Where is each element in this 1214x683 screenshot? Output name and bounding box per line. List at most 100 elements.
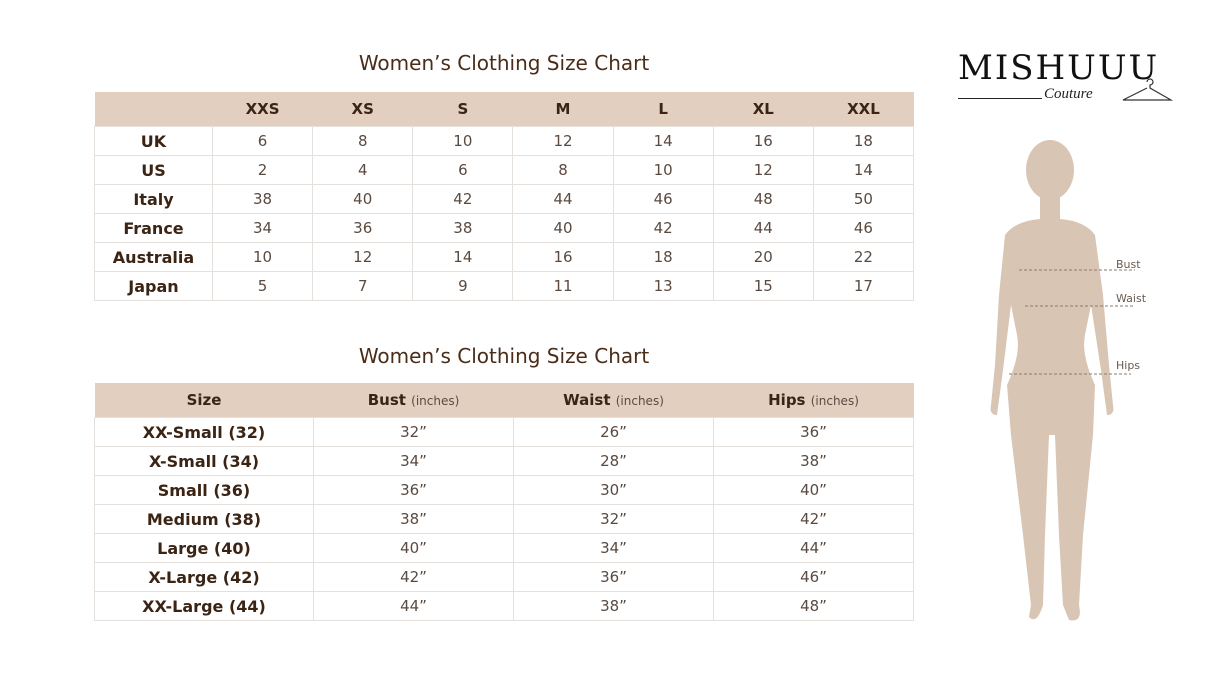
- column-unit: (inches): [810, 394, 859, 408]
- table-cell: 38”: [713, 446, 914, 476]
- table-cell: 7: [312, 271, 414, 301]
- table-cell: 30”: [513, 475, 714, 505]
- table-cell: 8: [512, 155, 614, 185]
- row-label: Large (40): [94, 533, 314, 563]
- column-label: Bust: [367, 391, 406, 409]
- table-row: Japan 5 7 9 11 13 15 17: [94, 271, 915, 301]
- logo-divider: [958, 98, 1042, 99]
- size-conversion-table: XXS XS S M L XL XXL UK 6 8 10 12 14 16 18 US 2 4 6 8 10 12 14 I…: [94, 92, 915, 301]
- row-label: Italy: [94, 184, 213, 214]
- table-cell: 6: [211, 126, 314, 156]
- table-row: XX-Large (44) 44” 38” 48”: [94, 591, 914, 621]
- brand-name: MISHUUU: [958, 48, 1160, 88]
- table-cell: 13: [612, 271, 714, 301]
- female-silhouette-icon: [990, 140, 1135, 621]
- table-cell: 10: [412, 126, 514, 156]
- row-label: XX-Large (44): [94, 591, 314, 621]
- table-row: France 34 36 38 40 42 44 46: [94, 213, 915, 243]
- table-cell: 48”: [713, 591, 914, 621]
- table-cell: 38: [211, 184, 314, 214]
- table-cell: 42: [612, 213, 714, 243]
- measurement-table: Size Bust (inches) Waist (inches) Hips (inc…: [94, 383, 914, 621]
- brand-logo: MISHUUU Couture: [958, 48, 1178, 108]
- table-cell: 44”: [713, 533, 914, 563]
- table-cell: 40: [512, 213, 614, 243]
- table-cell: 14: [612, 126, 714, 156]
- table-cell: 36”: [713, 417, 914, 447]
- column-label: Hips: [768, 391, 806, 409]
- table-cell: 11: [512, 271, 614, 301]
- column-label: Size: [186, 391, 222, 409]
- table-cell: 28”: [513, 446, 714, 476]
- table-cell: 40”: [313, 533, 514, 563]
- table-cell: 36: [312, 213, 414, 243]
- table-cell: 50: [812, 184, 915, 214]
- table-cell: 12: [712, 155, 814, 185]
- table-row: Italy 38 40 42 44 46 48 50: [94, 184, 915, 214]
- body-measurement-figure: Bust Waist Hips: [985, 135, 1160, 634]
- table-cell: 40”: [713, 475, 914, 505]
- row-label: France: [94, 213, 213, 243]
- table-cell: 38”: [513, 591, 714, 621]
- table-cell: 5: [211, 271, 314, 301]
- table-cell: 46: [812, 213, 915, 243]
- table-cell: 18: [612, 242, 714, 272]
- table-cell: 16: [712, 126, 814, 156]
- table-cell: 36”: [513, 562, 714, 592]
- table-cell: 14: [412, 242, 514, 272]
- column-header: S: [412, 92, 513, 127]
- table-cell: 42”: [313, 562, 514, 592]
- table-cell: 44: [512, 184, 614, 214]
- table-cell: 42”: [713, 504, 914, 534]
- table-cell: 15: [712, 271, 814, 301]
- column-header: Hips (inches): [713, 383, 914, 418]
- table-cell: 22: [812, 242, 915, 272]
- table-cell: 44: [712, 213, 814, 243]
- table-cell: 16: [512, 242, 614, 272]
- row-label: Medium (38): [94, 504, 314, 534]
- table-cell: 12: [312, 242, 414, 272]
- table-row: US 2 4 6 8 10 12 14: [94, 155, 915, 185]
- table-cell: 18: [812, 126, 915, 156]
- column-header: XXL: [813, 92, 914, 127]
- table-cell: 10: [612, 155, 714, 185]
- table-cell: 46: [612, 184, 714, 214]
- table-cell: 32”: [513, 504, 714, 534]
- table-cell: 34”: [313, 446, 514, 476]
- row-label: XX-Small (32): [94, 417, 314, 447]
- row-label: X-Large (42): [94, 562, 314, 592]
- table-cell: 44”: [313, 591, 514, 621]
- row-label: Small (36): [94, 475, 314, 505]
- table-cell: 20: [712, 242, 814, 272]
- conversion-table-title: Women’s Clothing Size Chart: [358, 51, 650, 75]
- table-cell: 36”: [313, 475, 514, 505]
- table-cell: 46”: [713, 562, 914, 592]
- table-cell: 9: [412, 271, 514, 301]
- table-cell: 10: [211, 242, 314, 272]
- table-cell: 34: [211, 213, 314, 243]
- column-header: [94, 92, 213, 127]
- table-cell: 34”: [513, 533, 714, 563]
- row-label: UK: [94, 126, 213, 156]
- table-cell: 38”: [313, 504, 514, 534]
- table-cell: 26”: [513, 417, 714, 447]
- column-header: XXS: [212, 92, 313, 127]
- table-row: XX-Small (32) 32” 26” 36”: [94, 417, 914, 447]
- table-row: X-Large (42) 42” 36” 46”: [94, 562, 914, 592]
- table-cell: 48: [712, 184, 814, 214]
- table-row: Small (36) 36” 30” 40”: [94, 475, 914, 505]
- row-label: X-Small (34): [94, 446, 314, 476]
- bust-label: Bust: [1116, 258, 1141, 271]
- brand-tagline: Couture: [1044, 86, 1093, 102]
- measurement-table-title: Women’s Clothing Size Chart: [358, 344, 650, 368]
- table-cell: 2: [211, 155, 314, 185]
- column-header: Waist (inches): [513, 383, 714, 418]
- table-cell: 4: [312, 155, 414, 185]
- table-row: Medium (38) 38” 32” 42”: [94, 504, 914, 534]
- column-unit: (inches): [411, 394, 460, 408]
- hanger-icon: [1122, 78, 1173, 101]
- table-cell: 42: [412, 184, 514, 214]
- row-label: Japan: [94, 271, 213, 301]
- table-row: UK 6 8 10 12 14 16 18: [94, 126, 915, 156]
- column-header: L: [613, 92, 714, 127]
